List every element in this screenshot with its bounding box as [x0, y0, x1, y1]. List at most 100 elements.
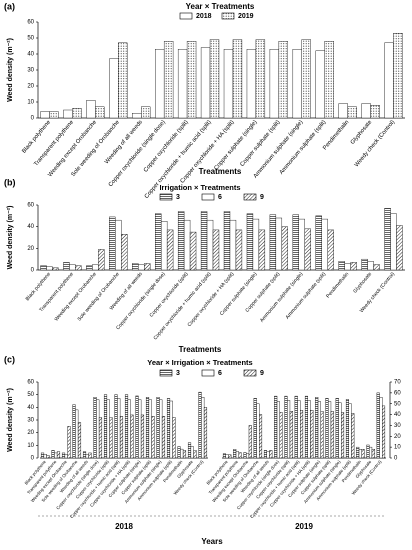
legend-label: 9 — [260, 194, 264, 201]
bar — [77, 422, 82, 459]
y-tick-label: 10 — [27, 443, 34, 449]
y-tick-label: 10 — [394, 445, 401, 451]
x-axis-title: Treatments — [179, 345, 222, 354]
bar — [159, 399, 163, 459]
y-tick-label: 70 — [394, 380, 401, 386]
bar — [156, 397, 160, 459]
bar — [140, 414, 145, 459]
bar — [72, 108, 82, 119]
bar — [138, 399, 142, 459]
bar — [338, 103, 348, 119]
bar — [367, 261, 374, 271]
bar — [124, 394, 129, 459]
bar — [263, 450, 267, 459]
chart-title: Year × Irrigation × Treatments — [147, 358, 252, 367]
y-tick-label: 0 — [31, 268, 35, 274]
x-tick-label: Pendimethalin — [325, 271, 350, 299]
bar — [300, 410, 304, 459]
bar — [203, 407, 208, 459]
bar — [228, 454, 232, 459]
bar — [358, 449, 362, 459]
bar — [252, 218, 260, 271]
bar — [193, 450, 197, 459]
bar — [238, 452, 242, 459]
y-tick-label: 50 — [27, 392, 34, 398]
bar — [187, 442, 192, 459]
bar — [145, 397, 150, 459]
bar — [109, 216, 116, 271]
bar — [121, 234, 128, 271]
bar — [127, 399, 131, 459]
bar — [98, 249, 105, 271]
bar — [317, 401, 321, 459]
legend-swatch — [221, 12, 235, 20]
bar — [269, 49, 280, 119]
bar — [325, 398, 329, 459]
x-tick-label: Sole weeding of Orobanche — [70, 119, 121, 178]
y-tick-label: 60 — [27, 203, 34, 209]
bar — [259, 414, 263, 459]
y-axis-title: Weed density (m⁻²) — [7, 38, 14, 102]
bar — [393, 33, 403, 119]
bar — [161, 416, 166, 459]
bar — [160, 221, 168, 271]
bar — [86, 265, 93, 271]
x-tick-label: Glyphosate — [350, 119, 373, 145]
y-tick-label: 30 — [27, 68, 34, 74]
y-tick-label: 20 — [394, 434, 401, 440]
legend-swatch — [243, 193, 257, 201]
legend-label: 2019 — [238, 13, 254, 20]
y-tick-label: 60 — [27, 380, 34, 386]
bar — [148, 399, 152, 459]
bar — [279, 412, 283, 459]
bar — [278, 41, 288, 119]
bar — [248, 425, 252, 459]
bar — [119, 416, 124, 459]
bar — [233, 449, 237, 459]
legend-label: 2018 — [196, 13, 212, 20]
bar — [40, 265, 47, 271]
bar — [117, 398, 121, 459]
y-axis-title: Weed density (m⁻²) — [7, 206, 14, 270]
bar — [274, 395, 278, 459]
y-tick-label: 0 — [31, 456, 35, 462]
bar — [163, 41, 174, 119]
chart-title: Year × Treatments — [186, 2, 255, 11]
bar — [350, 262, 357, 271]
bar — [266, 451, 270, 459]
bar — [269, 450, 273, 459]
legend-label: 6 — [218, 194, 222, 201]
bar — [258, 229, 266, 271]
bar — [198, 391, 202, 459]
bar — [64, 454, 68, 459]
bar — [43, 454, 47, 459]
bar — [51, 450, 55, 459]
bar — [229, 219, 237, 271]
legend-swatch — [159, 369, 173, 377]
bar — [298, 218, 305, 271]
bar — [379, 397, 383, 459]
panel-label: (b) — [4, 177, 16, 187]
x-axis-title: Years — [201, 537, 223, 546]
x-tick-label: Copper oxychloride + HA (split) — [187, 271, 236, 328]
bar — [106, 399, 110, 459]
y-tick-label: 50 — [27, 36, 34, 42]
y-tick-label: 20 — [27, 84, 34, 90]
bar — [75, 265, 82, 271]
legend-label: 3 — [176, 194, 180, 201]
bar — [182, 450, 187, 459]
bar — [200, 47, 211, 119]
bar — [183, 219, 191, 271]
y-tick-label: 50 — [394, 401, 401, 407]
bar — [246, 213, 254, 271]
bar — [344, 263, 351, 271]
x-tick-label: Weedy check (Control) — [354, 119, 396, 168]
bar — [155, 49, 165, 119]
bar — [93, 397, 97, 459]
legend-swatch — [243, 369, 257, 377]
group-label: 2019 — [295, 522, 313, 531]
bar — [284, 395, 288, 459]
bar — [292, 214, 299, 271]
x-tick-label: Ammonium sulphate (split) — [279, 119, 328, 175]
legend-swatch — [201, 369, 215, 377]
